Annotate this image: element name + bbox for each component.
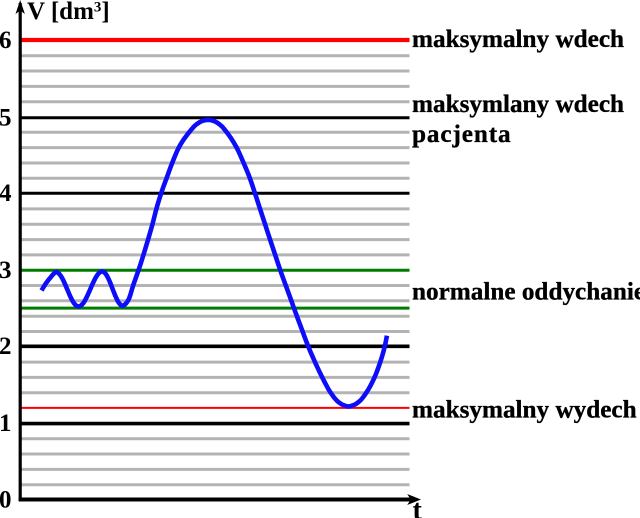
svg-text:0: 0 [0,487,12,514]
svg-text:normalne oddychanie: normalne oddychanie [412,278,640,305]
svg-text:maksymlany wdech: maksymlany wdech [412,91,624,118]
svg-text:maksymalny wdech: maksymalny wdech [412,26,624,53]
svg-text:5: 5 [0,104,12,131]
svg-text:2: 2 [0,333,12,360]
svg-text:maksymalny wydech: maksymalny wydech [412,397,637,424]
svg-text:3: 3 [0,257,12,284]
svg-text:1: 1 [0,410,12,437]
svg-text:6: 6 [0,27,12,54]
svg-text:t: t [413,495,423,518]
svg-text:pacjenta: pacjenta [412,121,512,148]
svg-text:4: 4 [0,180,12,207]
